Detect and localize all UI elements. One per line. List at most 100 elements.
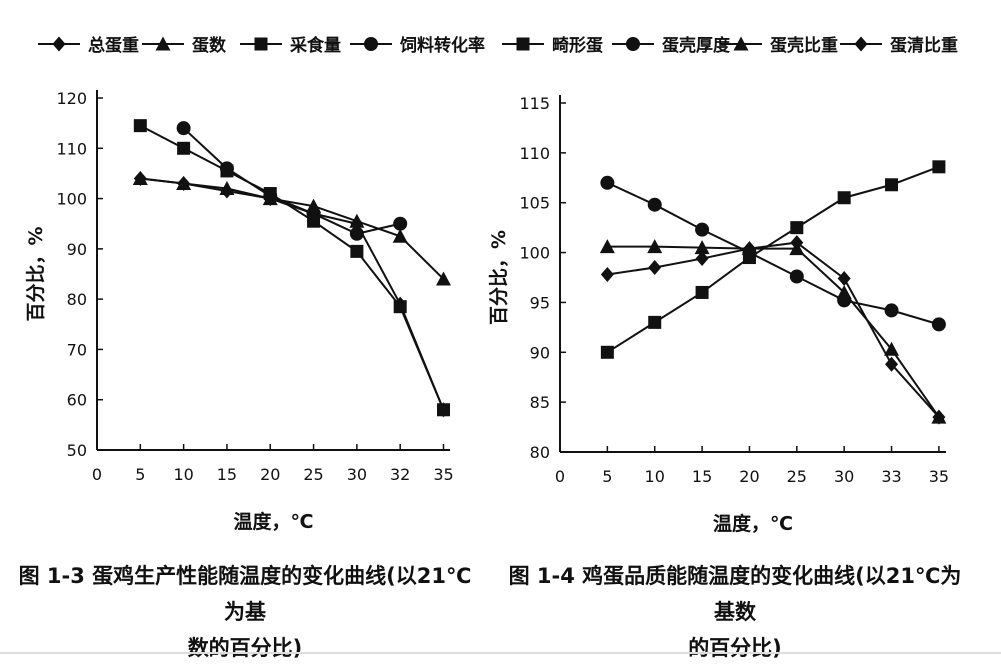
data-point-triangle [176,175,192,190]
data-point-circle [176,121,191,136]
data-point-diamond [790,235,804,251]
x-axis-label: 温度，℃ [233,510,313,533]
legend-entry: 蛋壳比重 [720,35,838,56]
data-point-diamond [837,270,851,286]
y-tick-label: 100 [56,190,87,209]
data-point-circle [695,222,710,237]
data-point-circle [306,206,321,221]
y-tick-label: 95 [530,293,550,312]
data-point-diamond [932,409,946,425]
data-point-triangle [392,228,408,243]
x-tick-label: 25 [787,467,807,486]
legend-label: 饲料转化率 [399,35,485,56]
series-square [600,160,946,359]
data-point-circle [789,269,804,284]
series-line [606,181,940,326]
bottom-divider [0,652,1001,654]
x-tick-label: 10 [645,467,665,486]
data-point-circle [263,189,278,204]
y-tick-label: 70 [67,340,87,359]
caption-right: 图 1-4 鸡蛋品质能随温度的变化曲线(以21℃为基数 的百分比) [500,558,970,666]
y-tick-label: 105 [519,194,550,213]
series-line [606,165,940,354]
legend-marker-square [516,37,530,51]
x-tick-label: 15 [217,465,237,484]
x-tick-label: 0 [555,467,565,486]
x-tick-label: 33 [881,467,901,486]
legend-marker-circle [364,37,378,51]
data-point-square [790,221,804,235]
data-point-triangle [219,181,235,196]
legend-label: 总蛋重 [88,35,139,56]
legend-marker-circle [626,37,640,51]
x-tick-label: 35 [433,465,453,484]
data-point-triangle [436,271,452,286]
legend-entry: 畸形蛋 [502,35,603,56]
series-line [607,241,940,418]
data-point-circle [600,175,615,190]
legend-marker-square [254,37,268,51]
legend-label: 蛋数 [192,35,227,56]
chart-right-egg-quality: 80 85 90 95 100 105 110 115 0 5 10 15 20 25 30 33 35 温度，℃… [488,35,958,535]
legend-entry: 蛋数 [142,35,227,56]
data-point-diamond [648,260,662,276]
x-tick-label: 25 [303,465,323,484]
data-point-square [885,178,899,192]
data-point-diamond [695,251,709,267]
data-point-square [350,244,364,258]
data-point-circle [219,161,234,176]
y-tick-label: 110 [56,139,87,158]
legend-marker-diamond [52,36,66,52]
y-tick-label: 115 [519,94,550,113]
legend-marker-diamond [854,36,868,52]
x-tick-label: 35 [929,467,949,486]
y-axis-label: 百分比，% [25,226,47,321]
series-square [133,119,451,417]
series-triangle [599,239,947,424]
legend-marker-triangle [155,36,171,51]
x-tick-label: 32 [390,465,410,484]
data-point-triangle [599,239,615,254]
legend-label: 畸形蛋 [552,35,603,56]
data-point-square [932,160,946,174]
data-point-circle [884,303,899,318]
data-point-square [837,191,851,205]
data-point-circle [647,197,662,212]
data-point-diamond [600,267,614,283]
y-tick-label: 90 [67,240,87,259]
y-tick-label: 85 [530,393,550,412]
x-tick-label: 5 [602,467,612,486]
x-axis-label: 温度，℃ [713,512,793,535]
y-axis-label: 百分比，% [488,230,510,325]
y-tick-label: 80 [530,443,550,462]
y-tick-label: 60 [67,391,87,410]
y-tick-label: 120 [56,89,87,108]
legend-entry: 蛋清比重 [840,35,958,56]
caption-right-line1: 图 1-4 鸡蛋品质能随温度的变化曲线(以21℃为基数 [508,564,962,624]
data-point-circle [931,317,946,332]
caption-right-line2: 的百分比) [688,636,782,660]
data-point-diamond [742,241,756,257]
legend-entry: 总蛋重 [38,35,139,56]
data-point-triangle [884,341,900,356]
series-line [182,127,401,235]
legend-marker-triangle [733,36,749,51]
data-point-triangle [132,170,148,185]
legend-label: 采食量 [289,35,341,56]
data-point-diamond [885,356,899,372]
data-point-square [695,285,709,299]
legend-entry: 蛋壳厚度 [612,35,731,56]
series-circle [600,175,946,332]
data-point-square [648,315,662,329]
y-tick-label: 100 [519,244,550,263]
series-line [140,177,445,280]
y-tick-label: 90 [530,343,550,362]
legend-label: 蛋壳厚度 [662,35,731,56]
legend-label: 蛋清比重 [890,35,958,56]
series-circle [176,121,408,241]
y-tick-label: 80 [67,290,87,309]
x-tick-label: 30 [834,467,854,486]
data-point-triangle [349,213,365,228]
x-tick-label: 5 [135,465,145,484]
data-point-square [133,119,147,133]
